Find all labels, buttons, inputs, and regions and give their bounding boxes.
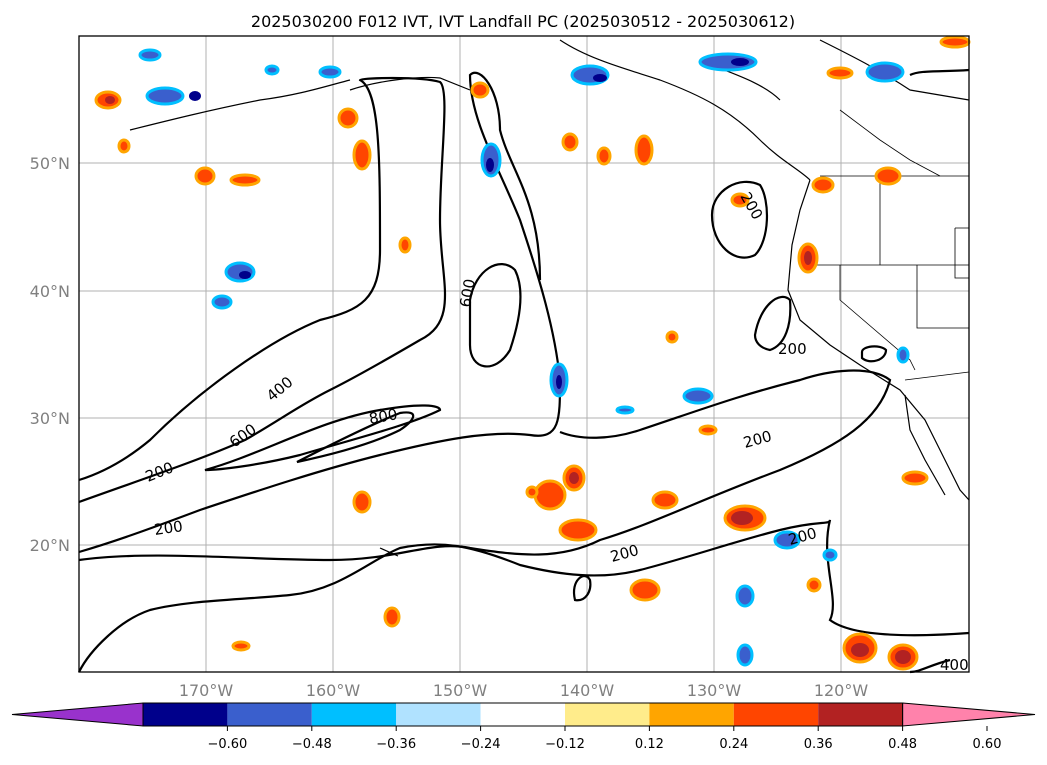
lon-label: 120°W	[814, 681, 869, 700]
colorbar-segment	[818, 703, 903, 726]
gridlines	[79, 36, 969, 672]
colorbar-segment	[396, 703, 481, 726]
colorbar-segment	[227, 703, 312, 726]
map-background	[79, 36, 969, 672]
political-borders	[800, 109, 970, 381]
landfall-pc-shading	[94, 35, 971, 671]
colorbar-tick-label: −0.24	[461, 737, 501, 752]
map-panel: 200 200 200 200 200 200 200 400 400 600 …	[78, 35, 971, 674]
lat-label: 40°N	[30, 282, 70, 301]
colorbar-segment	[565, 703, 650, 726]
contour-label: 400	[940, 656, 969, 674]
colorbar-tick-label: 0.12	[635, 737, 664, 752]
colorbar-segment	[480, 703, 565, 726]
colorbar-segment	[733, 703, 819, 726]
colorbar-tick-label: 0.36	[804, 737, 833, 752]
latitude-labels: 20°N 30°N 40°N 50°N	[30, 154, 70, 555]
lat-label: 30°N	[30, 409, 70, 428]
map-frame	[78, 35, 970, 673]
colorbar-extend-low	[11, 702, 144, 727]
lon-label: 140°W	[560, 681, 615, 700]
contour-label: 600	[456, 277, 479, 308]
lat-label: 20°N	[30, 536, 70, 555]
colorbar-tick-label: 0.48	[888, 737, 917, 752]
colorbar-segment	[649, 703, 734, 726]
lon-label: 150°W	[433, 681, 488, 700]
colorbar-tick-label: −0.48	[292, 737, 332, 752]
longitude-labels: 170°W 160°W 150°W 140°W 130°W 120°W	[179, 681, 869, 700]
colorbar-tick-label: −0.12	[545, 737, 585, 752]
colorbar-tick-label: 0.60	[973, 737, 1002, 752]
colorbar: −0.60 −0.48 −0.36 −0.24 −0.12 0.12 0.24 0.36 0.4…	[11, 702, 1036, 752]
lon-label: 170°W	[179, 681, 234, 700]
contour-label: 800	[368, 405, 399, 428]
colorbar-frame	[142, 702, 904, 727]
colorbar-tick-label: −0.36	[376, 737, 416, 752]
colorbar-tick-label: 0.24	[719, 737, 748, 752]
contour-label: 200	[153, 517, 184, 539]
contour-label: 200	[778, 340, 807, 358]
colorbar-extend-high	[902, 702, 1036, 727]
figure-title: 2025030200 F012 IVT, IVT Landfall PC (20…	[251, 12, 795, 31]
colorbar-segment	[311, 703, 397, 726]
colorbar-tick-label: −0.60	[207, 737, 247, 752]
lat-label: 50°N	[30, 154, 70, 173]
colorbar-segment	[143, 703, 228, 726]
lon-label: 160°W	[306, 681, 361, 700]
lon-label: 130°W	[687, 681, 742, 700]
